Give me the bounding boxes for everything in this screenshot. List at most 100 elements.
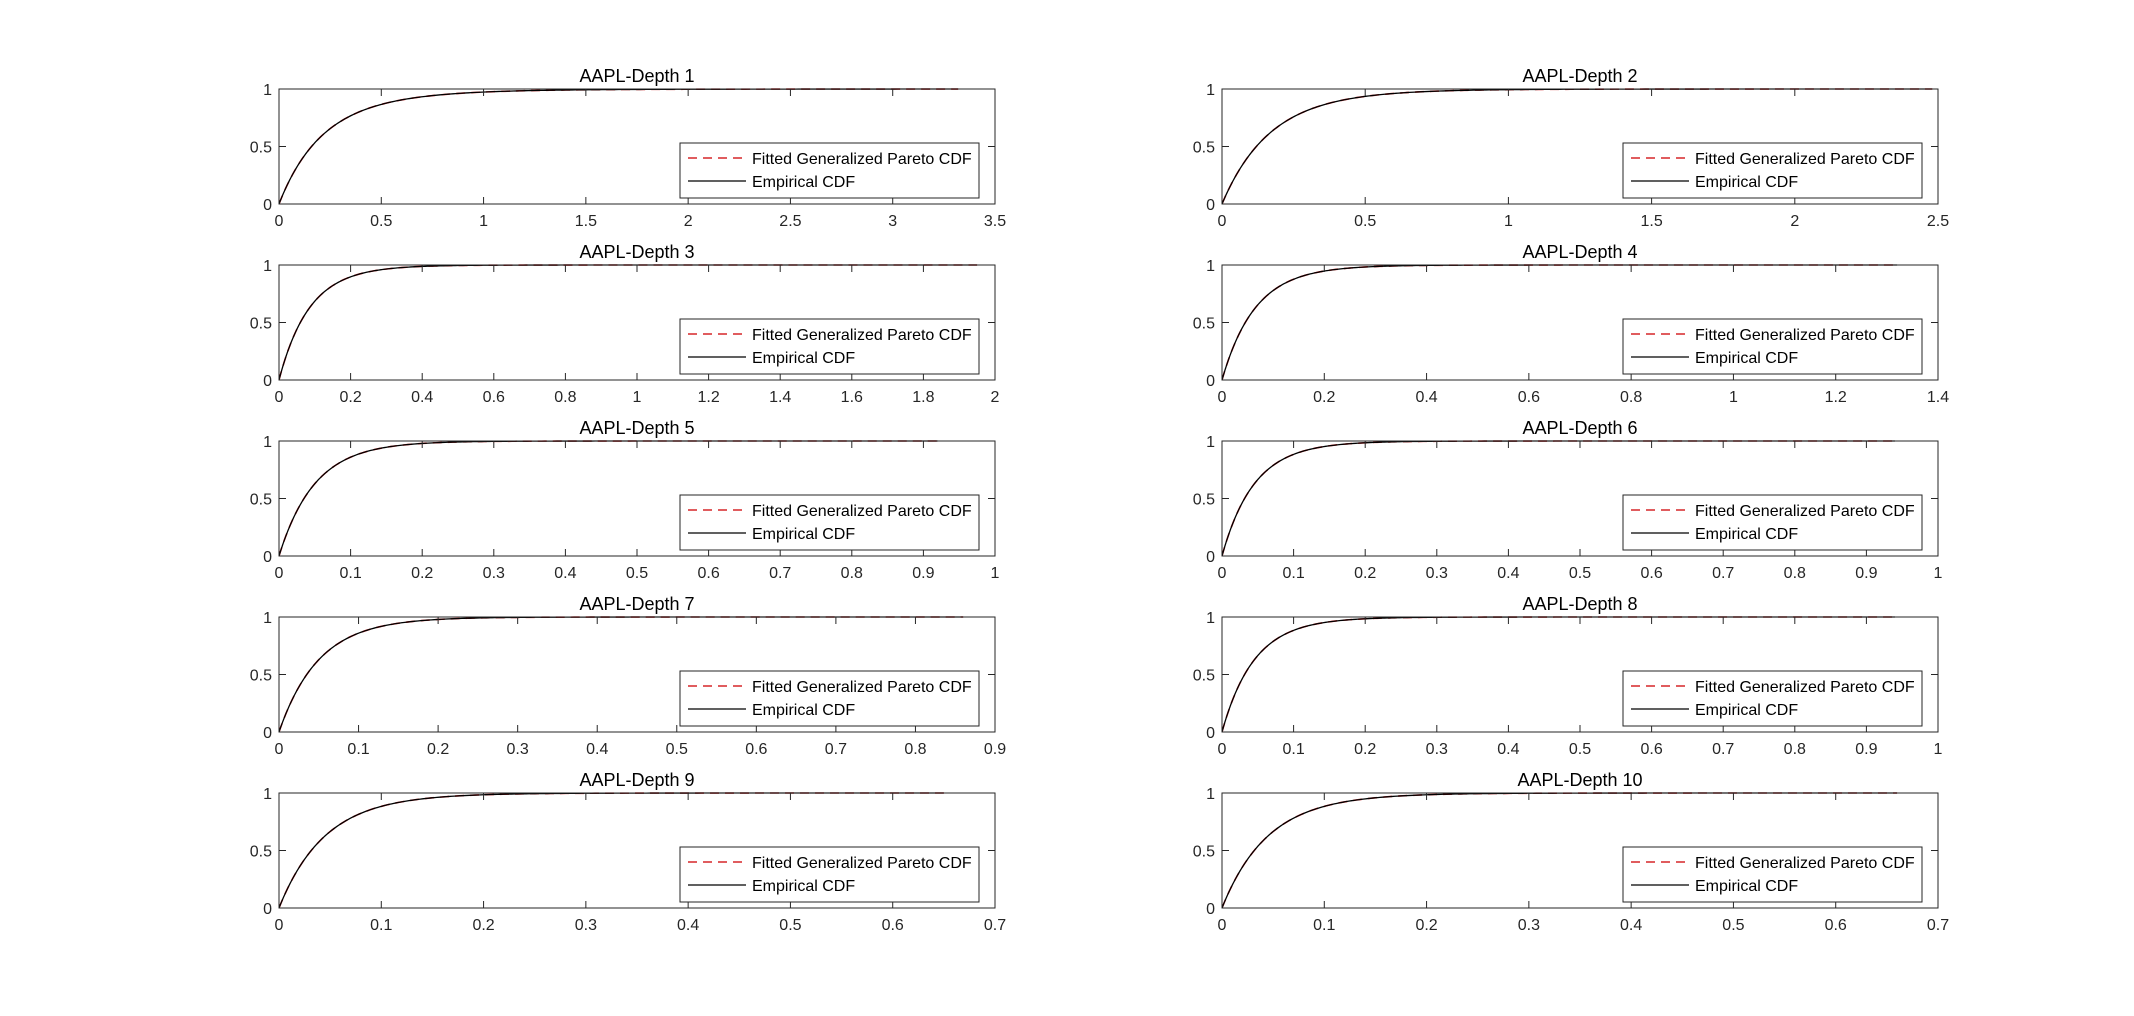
x-tick-label: 0.8 <box>841 565 863 582</box>
x-tick-label: 0.2 <box>1354 741 1376 758</box>
y-tick-label: 0.5 <box>1193 140 1215 157</box>
x-tick-label: 0.5 <box>370 213 392 230</box>
legend-box <box>679 846 980 903</box>
x-tick-label: 1.4 <box>1927 389 1949 406</box>
x-tick-label: 0.7 <box>1712 565 1734 582</box>
subplot-1: AAPL-Depth 1 0 0.5 1 1.5 2 2.5 3 3.5 0 0.5 1 Fitted … <box>250 66 1006 230</box>
x-tick-label: 1 <box>1934 565 1943 582</box>
x-tick-label: 0 <box>275 565 284 582</box>
x-tick-label: 0.6 <box>1825 917 1847 934</box>
x-tick-label: 0.4 <box>411 389 433 406</box>
x-tick-label: 1.2 <box>1825 389 1847 406</box>
x-tick-label: 1 <box>1504 213 1513 230</box>
legend: Fitted Generalized Pareto CDF Empirical C… <box>679 142 980 199</box>
y-tick-label: 0.5 <box>1193 844 1215 861</box>
subplot-3: AAPL-Depth 3 0 0.2 0.4 0.6 0.8 1 1.2 1.4 1.6 1.8 2 0… <box>250 242 1000 406</box>
y-tick-label: 1 <box>1206 434 1215 451</box>
legend: Fitted Generalized Pareto CDF Empirical C… <box>1622 318 1923 375</box>
y-tick-label: 0.5 <box>250 492 272 509</box>
subplot-10: AAPL-Depth 10 0 0.1 0.2 0.3 0.4 0.5 0.6 0.7 0 0.5 1… <box>1193 770 1949 934</box>
legend: Fitted Generalized Pareto CDF Empirical C… <box>679 318 980 375</box>
x-tick-label: 0.6 <box>483 389 505 406</box>
y-tick-label: 1 <box>263 610 272 627</box>
x-tick-label: 1.5 <box>1640 213 1662 230</box>
x-tick-label: 1.2 <box>697 389 719 406</box>
legend-empirical-label: Empirical CDF <box>1695 526 1798 543</box>
x-tick-label: 0.7 <box>1712 741 1734 758</box>
y-tick-label: 0.5 <box>250 140 272 157</box>
x-tick-label: 0.6 <box>882 917 904 934</box>
subplot-title: AAPL-Depth 4 <box>1522 242 1637 262</box>
legend-fitted-label: Fitted Generalized Pareto CDF <box>1695 327 1915 344</box>
x-tick-label: 1.4 <box>769 389 791 406</box>
x-tick-label: 0.6 <box>1640 741 1662 758</box>
legend-box <box>1622 670 1923 727</box>
x-tick-label: 0.1 <box>339 565 361 582</box>
x-tick-label: 0.3 <box>507 741 529 758</box>
legend-empirical-label: Empirical CDF <box>752 526 855 543</box>
x-tick-label: 0.9 <box>912 565 934 582</box>
legend: Fitted Generalized Pareto CDF Empirical C… <box>1622 494 1923 551</box>
legend-empirical-label: Empirical CDF <box>752 702 855 719</box>
x-tick-label: 0.4 <box>1415 389 1437 406</box>
legend-empirical-label: Empirical CDF <box>1695 174 1798 191</box>
x-tick-label: 1 <box>633 389 642 406</box>
x-tick-label: 0.3 <box>575 917 597 934</box>
x-tick-label: 0.9 <box>1855 741 1877 758</box>
x-tick-label: 1 <box>1934 741 1943 758</box>
legend: Fitted Generalized Pareto CDF Empirical C… <box>1622 670 1923 727</box>
legend: Fitted Generalized Pareto CDF Empirical C… <box>679 846 980 903</box>
legend-empirical-label: Empirical CDF <box>1695 878 1798 895</box>
x-tick-label: 0.3 <box>1426 565 1448 582</box>
x-tick-label: 0.9 <box>1855 565 1877 582</box>
x-tick-label: 0.5 <box>666 741 688 758</box>
x-tick-label: 0.1 <box>1313 917 1335 934</box>
y-tick-label: 0 <box>1206 725 1215 742</box>
legend-fitted-label: Fitted Generalized Pareto CDF <box>1695 855 1915 872</box>
subplot-2: AAPL-Depth 2 0 0.5 1 1.5 2 2.5 0 0.5 1 Fitted Gene… <box>1193 66 1949 230</box>
x-tick-label: 0.2 <box>1313 389 1335 406</box>
legend-fitted-label: Fitted Generalized Pareto CDF <box>752 151 972 168</box>
x-tick-label: 2 <box>1790 213 1799 230</box>
legend-fitted-label: Fitted Generalized Pareto CDF <box>1695 151 1915 168</box>
legend: Fitted Generalized Pareto CDF Empirical C… <box>679 670 980 727</box>
y-tick-label: 1 <box>263 258 272 275</box>
x-tick-label: 0.6 <box>1640 565 1662 582</box>
subplot-title: AAPL-Depth 1 <box>579 66 694 86</box>
subplot-title: AAPL-Depth 2 <box>1522 66 1637 86</box>
legend-box <box>679 318 980 375</box>
x-tick-label: 0.8 <box>904 741 926 758</box>
y-tick-label: 0 <box>1206 901 1215 918</box>
y-tick-label: 0 <box>1206 549 1215 566</box>
x-tick-label: 0.3 <box>1518 917 1540 934</box>
legend: Fitted Generalized Pareto CDF Empirical C… <box>679 494 980 551</box>
subplot-4: AAPL-Depth 4 0 0.2 0.4 0.6 0.8 1 1.2 1.4 0 0.5 1 Fit… <box>1193 242 1949 406</box>
legend-fitted-label: Fitted Generalized Pareto CDF <box>752 503 972 520</box>
legend-fitted-label: Fitted Generalized Pareto CDF <box>752 679 972 696</box>
x-tick-label: 0.5 <box>1354 213 1376 230</box>
subplot-title: AAPL-Depth 10 <box>1517 770 1642 790</box>
x-tick-label: 2.5 <box>1927 213 1949 230</box>
x-tick-label: 0.4 <box>1620 917 1642 934</box>
x-tick-label: 0.2 <box>339 389 361 406</box>
x-tick-label: 0.9 <box>984 741 1006 758</box>
legend-box <box>679 670 980 727</box>
x-tick-label: 0.2 <box>1354 565 1376 582</box>
x-tick-label: 0.1 <box>370 917 392 934</box>
x-tick-label: 3.5 <box>984 213 1006 230</box>
legend-empirical-label: Empirical CDF <box>752 878 855 895</box>
x-tick-label: 0.1 <box>1282 565 1304 582</box>
legend-empirical-label: Empirical CDF <box>1695 702 1798 719</box>
x-tick-label: 1 <box>991 565 1000 582</box>
x-tick-label: 0 <box>275 389 284 406</box>
legend-box <box>1622 142 1923 199</box>
y-tick-label: 1 <box>1206 258 1215 275</box>
y-tick-label: 0 <box>263 725 272 742</box>
x-tick-label: 0 <box>1218 565 1227 582</box>
legend-fitted-label: Fitted Generalized Pareto CDF <box>1695 503 1915 520</box>
y-tick-label: 1 <box>263 82 272 99</box>
legend-box <box>1622 846 1923 903</box>
x-tick-label: 0.4 <box>677 917 699 934</box>
x-tick-label: 0.5 <box>1569 565 1591 582</box>
